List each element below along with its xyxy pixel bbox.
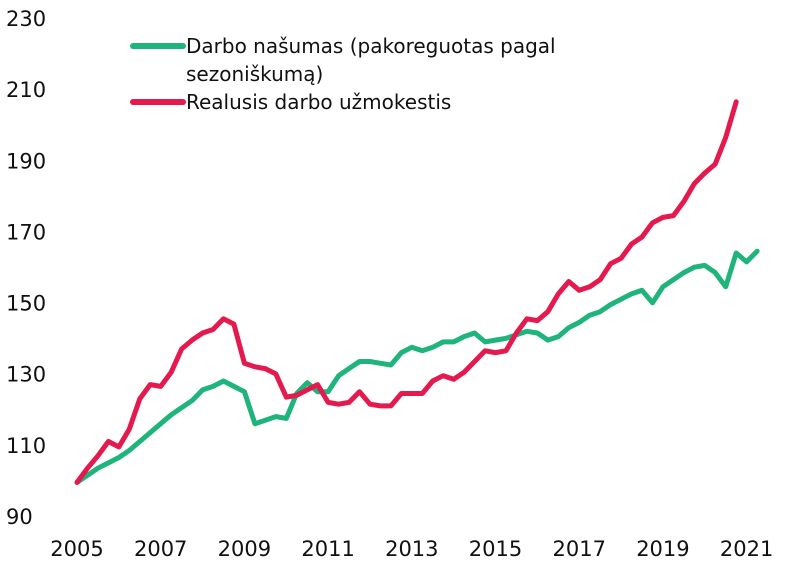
x-tick-label: 2017	[552, 537, 605, 561]
legend-swatch	[130, 43, 186, 49]
y-tick-label: 230	[6, 7, 46, 31]
y-tick-label: 170	[6, 220, 46, 244]
y-tick-label: 150	[6, 292, 46, 316]
y-tick-label: 210	[6, 78, 46, 102]
x-tick-label: 2015	[469, 537, 522, 561]
legend-entry: Realusis darbo užmokestis	[130, 88, 600, 116]
x-tick-label: 2011	[301, 537, 354, 561]
y-tick-label: 130	[6, 363, 46, 387]
series-line	[74, 99, 739, 485]
legend-label: Realusis darbo užmokestis	[186, 90, 452, 114]
legend-label: Darbo našumas (pakoreguotas pagal sezoni…	[186, 34, 556, 86]
y-tick-label: 110	[6, 434, 46, 458]
x-tick-label: 2005	[50, 537, 103, 561]
legend-entry: Darbo našumas (pakoreguotas pagal sezoni…	[130, 32, 600, 88]
x-tick-label: 2019	[636, 537, 689, 561]
x-tick-label: 2007	[134, 537, 187, 561]
y-tick-label: 190	[6, 149, 46, 173]
x-tick-label: 2021	[720, 537, 773, 561]
x-tick-label: 2009	[218, 537, 271, 561]
x-tick-label: 2013	[385, 537, 438, 561]
legend-swatch	[130, 99, 186, 105]
legend: Darbo našumas (pakoreguotas pagal sezoni…	[130, 32, 600, 116]
series-line	[74, 248, 760, 485]
y-tick-label: 90	[6, 505, 33, 529]
